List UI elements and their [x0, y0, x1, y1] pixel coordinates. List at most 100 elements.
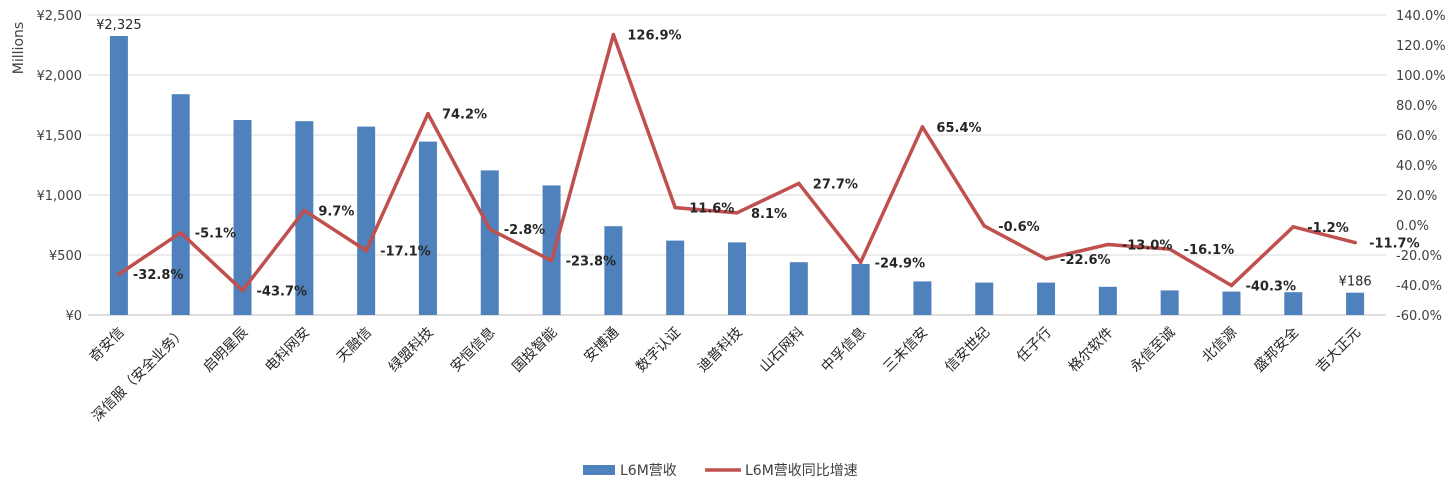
line-data-label: -5.1%	[195, 227, 236, 242]
bar	[480, 170, 499, 315]
line-point	[1291, 225, 1296, 229]
bar	[975, 282, 994, 315]
category-label: 奇安信	[86, 324, 128, 366]
category-label: 数字认证	[633, 325, 684, 376]
line-point	[364, 248, 368, 253]
bar	[851, 264, 870, 315]
category-label: 信安世纪	[942, 325, 993, 376]
category-label: 永信至诚	[1128, 325, 1179, 376]
y-unit-label: Millions	[11, 22, 27, 74]
y-right-tick-label: 40.0%	[1396, 159, 1437, 174]
y-right-tick-label: -20.0%	[1396, 249, 1442, 264]
line-point	[178, 230, 183, 235]
line-data-label: 9.7%	[318, 204, 354, 219]
line-data-label: 27.7%	[813, 177, 858, 192]
line-point	[611, 32, 616, 37]
line-point	[1044, 257, 1048, 261]
line-data-label: -32.8%	[133, 268, 184, 283]
y-right-tick-label: -40.0%	[1396, 279, 1442, 294]
line-data-label: 74.2%	[442, 108, 487, 123]
line-point	[797, 181, 801, 186]
line-series	[117, 32, 1357, 293]
category-label: 安恒信息	[447, 324, 499, 376]
bar	[1037, 282, 1056, 315]
line-point	[920, 125, 925, 129]
category-label: 电科网安	[262, 325, 313, 376]
y-right-tick-label: 60.0%	[1396, 129, 1437, 144]
y-left-tick-label: ¥2,500	[37, 9, 83, 24]
category-label: 三未信安	[880, 325, 931, 376]
y-left-tick-label: ¥500	[49, 249, 82, 264]
legend-label-line: L6M营收同比增速	[745, 463, 858, 479]
line-data-label: -0.6%	[998, 220, 1039, 235]
bar	[1098, 286, 1117, 315]
y-left-tick-label: ¥2,000	[37, 69, 83, 84]
line-point	[673, 205, 677, 210]
line-point	[982, 224, 987, 228]
category-label: 启明星辰	[200, 325, 251, 376]
bar-series	[109, 36, 1365, 315]
line-data-label: -13.0%	[1122, 239, 1173, 254]
bar	[295, 121, 314, 315]
bar	[1346, 292, 1365, 315]
category-label: 任子行	[1014, 325, 1055, 366]
category-label: 绿盟科技	[386, 325, 437, 376]
bar	[666, 240, 685, 315]
line-point	[858, 260, 863, 265]
line-data-label: -43.7%	[257, 285, 308, 300]
bar	[542, 185, 561, 315]
y-left-tick-label: ¥0	[65, 309, 82, 324]
line-point	[117, 272, 121, 277]
category-label: 山石网科	[757, 325, 808, 376]
category-label: 迪普科技	[695, 325, 746, 376]
bar-data-label: ¥186	[1339, 275, 1372, 290]
bar	[1222, 291, 1241, 315]
legend-swatch-bar	[583, 465, 615, 475]
y-right-tick-label: 140.0%	[1396, 9, 1446, 24]
line-data-label: -16.1%	[1184, 243, 1235, 258]
bar	[913, 281, 932, 315]
line-data-label: -22.6%	[1060, 253, 1111, 268]
category-label: 天融信	[334, 325, 375, 366]
line-point	[1167, 247, 1172, 251]
y-right-tick-label: 80.0%	[1396, 99, 1437, 114]
bar	[1160, 290, 1179, 315]
bar	[357, 126, 376, 315]
category-label: 中孚信息	[818, 324, 870, 376]
line-data-label: -1.2%	[1307, 221, 1348, 236]
line-data-label: -40.3%	[1245, 279, 1296, 294]
line-data-label: 8.1%	[751, 207, 787, 222]
line-point	[487, 227, 492, 231]
category-label: 国投智能	[509, 325, 560, 376]
line-point	[1106, 242, 1110, 247]
line-point	[1353, 240, 1357, 245]
bar	[233, 120, 252, 315]
line-point	[1229, 283, 1234, 288]
category-label: 吉大正元	[1313, 325, 1364, 376]
bar-data-label: ¥2,325	[96, 18, 142, 33]
legend: L6M营收 L6M营收同比增速	[583, 463, 858, 479]
line-point	[735, 211, 739, 215]
bar	[1284, 292, 1303, 315]
y-right-tick-label: 120.0%	[1396, 39, 1446, 54]
y-left-tick-label: ¥1,500	[37, 129, 83, 144]
bar	[604, 226, 623, 315]
bar	[789, 262, 808, 315]
line-point	[302, 208, 307, 213]
bar	[728, 242, 746, 315]
data-labels: ¥2,325 ¥186 -32.8% -5.1% -43.7% 9.7% -17.1% 74.…	[96, 18, 1419, 300]
bar	[418, 141, 437, 315]
line-data-label: -24.9%	[875, 256, 926, 271]
y-right-tick-label: 100.0%	[1396, 69, 1446, 84]
y-right-tick-label: 20.0%	[1396, 189, 1437, 204]
line-point	[426, 111, 430, 116]
line-data-label: -23.8%	[566, 255, 617, 270]
line-data-label: 65.4%	[936, 121, 981, 136]
category-label: 北信源	[1199, 325, 1240, 366]
line-data-label: 126.9%	[627, 29, 681, 44]
line-data-label: -11.7%	[1369, 237, 1420, 252]
category-label: 安博通	[580, 324, 622, 366]
y-right-tick-label: -60.0%	[1396, 309, 1442, 324]
line-data-label: -17.1%	[380, 245, 431, 260]
